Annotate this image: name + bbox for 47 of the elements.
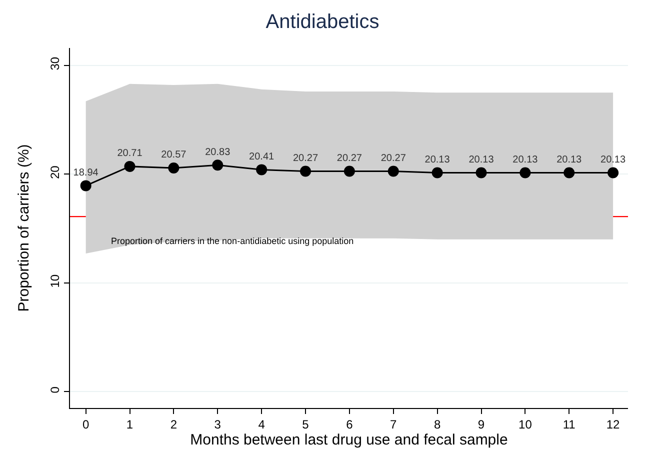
y-tick-label: 20: [48, 165, 62, 180]
x-tick-label: 4: [258, 417, 266, 432]
chart-title: Antidiabetics: [266, 10, 380, 33]
x-tick-label: 8: [434, 417, 441, 432]
x-tick-label: 12: [606, 417, 620, 432]
x-tick-label: 2: [170, 417, 178, 432]
x-tick-label: 3: [214, 417, 222, 432]
data-label: 20.27: [292, 152, 318, 164]
x-tick-label: 5: [302, 417, 310, 432]
data-label: 20.27: [336, 152, 362, 164]
point: [124, 160, 136, 172]
y-tick-label: 0: [48, 386, 62, 394]
point: [520, 167, 531, 178]
data-label: 20.57: [161, 150, 187, 161]
data-label: 20.13: [600, 154, 626, 166]
data-label: 20.83: [205, 146, 231, 158]
x-tick-label: 1: [126, 417, 134, 432]
y-tick-label: 30: [48, 56, 62, 70]
data-label: 18.94: [73, 167, 99, 178]
ref-line-label: Proportion of carriers in the non-antidiabetic using population: [111, 236, 354, 246]
point: [300, 166, 311, 177]
point: [80, 180, 92, 192]
point: [476, 167, 487, 178]
x-tick-label: 10: [518, 417, 532, 432]
x-tick-label: 7: [390, 417, 398, 432]
data-label: 20.13: [556, 154, 582, 166]
data-label: 20.13: [468, 154, 494, 166]
point: [564, 167, 575, 178]
x-tick-label: 6: [346, 417, 354, 432]
data-label: 20.41: [249, 151, 275, 162]
point: [388, 166, 399, 177]
point: [168, 162, 180, 174]
point: [256, 164, 268, 176]
point: [608, 167, 619, 178]
point: [212, 160, 224, 171]
y-axis-title: Proportion of carriers (%): [15, 144, 32, 312]
point: [344, 166, 355, 177]
x-tick-label: 11: [562, 417, 576, 432]
data-label: 20.71: [117, 148, 143, 160]
y-tick-label: 10: [48, 274, 62, 288]
data-label: 20.13: [424, 154, 450, 166]
x-tick-label: 0: [82, 417, 90, 432]
x-tick-label: 9: [478, 417, 485, 432]
data-label: 20.27: [380, 152, 406, 164]
point: [432, 167, 443, 178]
data-label: 20.13: [512, 154, 538, 166]
x-axis-title: Months between last drug use and fecal sample: [190, 431, 508, 448]
